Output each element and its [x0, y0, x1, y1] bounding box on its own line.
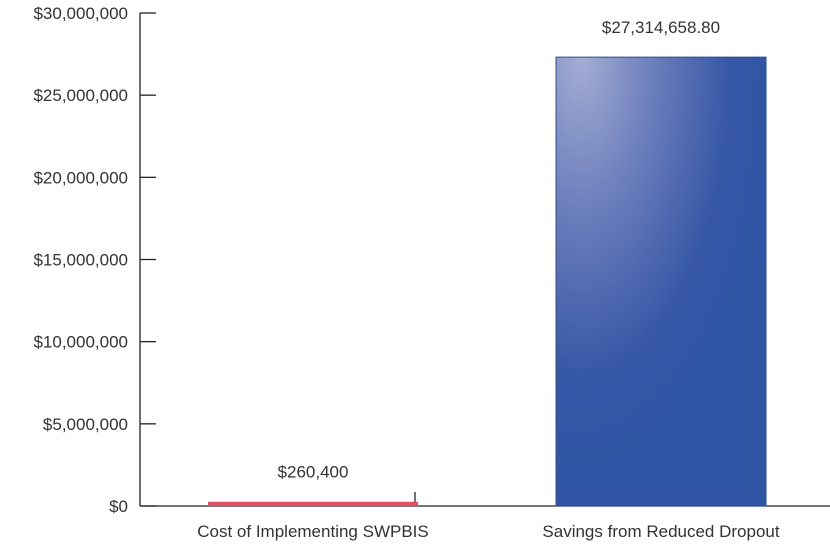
y-tick-label: $25,000,000: [33, 86, 128, 105]
x-category-label: Savings from Reduced Dropout: [542, 522, 779, 541]
y-tick-label: $5,000,000: [43, 415, 128, 434]
data-label: $27,314,658.80: [602, 18, 720, 37]
bar-cost-of-implementing-swpbis: [208, 501, 418, 506]
y-tick-label: $30,000,000: [33, 4, 128, 23]
y-tick-label: $20,000,000: [33, 168, 128, 187]
x-category-label: Cost of Implementing SWPBIS: [197, 522, 428, 541]
y-tick-label: $15,000,000: [33, 251, 128, 270]
y-tick-label: $10,000,000: [33, 333, 128, 352]
y-tick-label: $0: [109, 497, 128, 516]
bar-savings-from-reduced-dropout: [555, 56, 767, 507]
data-label: $260,400: [278, 463, 349, 482]
